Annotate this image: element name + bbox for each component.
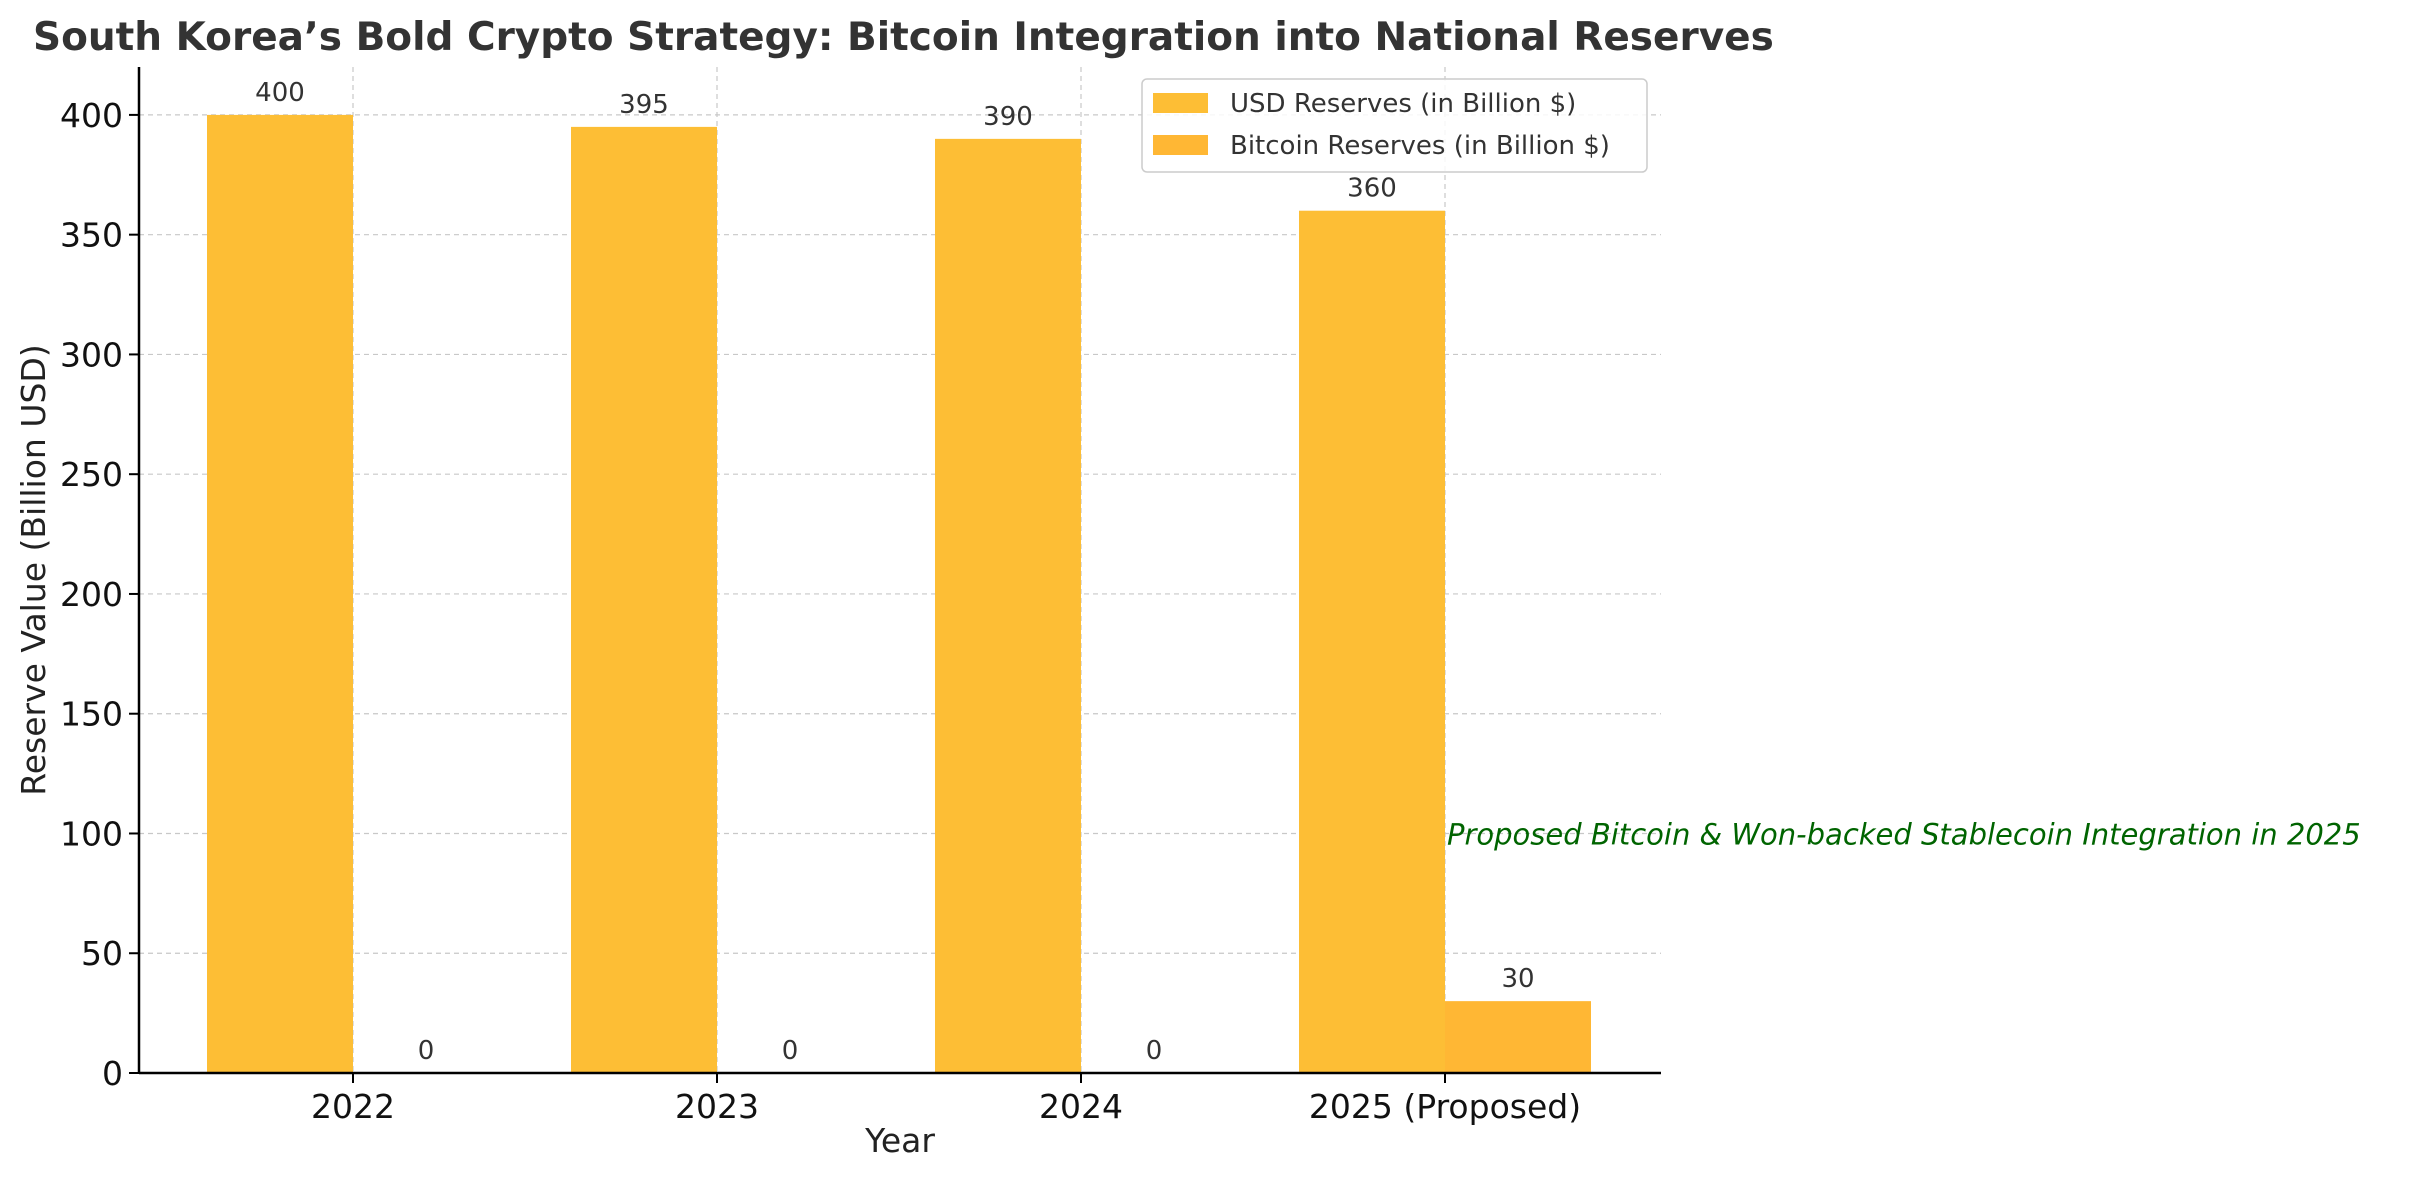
bar-value-label: 30 [1501, 964, 1534, 994]
bar-value-label: 0 [418, 1036, 435, 1066]
y-tick-label: 50 [81, 934, 123, 973]
bar-bitcoin [1445, 1001, 1591, 1073]
y-tick-label: 350 [60, 216, 123, 255]
legend-box [1141, 78, 1648, 173]
value-labels: 400 395 390 360 0 0 0 30 [255, 78, 1534, 1066]
bar-usd [207, 114, 353, 1073]
y-tick-label: 400 [60, 96, 123, 135]
x-tick-label: 2023 [675, 1087, 759, 1126]
chart-title: South Korea’s Bold Crypto Strategy: Bitc… [33, 15, 1774, 60]
y-tick-label: 250 [60, 455, 123, 494]
bar-value-label: 400 [255, 78, 305, 108]
bar-usd [571, 126, 717, 1073]
y-axis-label: Reserve Value (Billion USD) [14, 344, 53, 795]
legend-label-usd: USD Reserves (in Billion $) [1230, 89, 1576, 119]
y-tick-label: 150 [60, 695, 123, 734]
x-tick-label: 2025 (Proposed) [1309, 1087, 1581, 1126]
legend-label-bitcoin: Bitcoin Reserves (in Billion $) [1230, 131, 1610, 161]
bar-value-label: 395 [619, 90, 669, 120]
bar-usd [1299, 210, 1445, 1073]
x-tick-label: 2022 [311, 1087, 395, 1126]
legend-swatch-bitcoin [1153, 135, 1208, 155]
y-tick-label: 300 [60, 335, 123, 374]
x-axis-label: Year [864, 1121, 935, 1160]
y-tick-label: 0 [102, 1054, 123, 1093]
legend-swatch-usd [1153, 93, 1208, 113]
y-tick-label: 100 [60, 814, 123, 853]
bar-usd [935, 138, 1081, 1073]
bar-value-label: 390 [983, 102, 1033, 132]
annotation-text: Proposed Bitcoin & Won-backed Stablecoin… [1447, 817, 2361, 851]
x-tick-label: 2024 [1039, 1087, 1123, 1126]
legend: USD Reserves (in Billion $) Bitcoin Rese… [1141, 78, 1648, 173]
bars [207, 114, 1591, 1073]
bar-value-label: 0 [1146, 1036, 1163, 1066]
bar-value-label: 360 [1347, 174, 1397, 204]
bar-value-label: 0 [782, 1036, 799, 1066]
y-tick-label: 200 [60, 575, 123, 614]
